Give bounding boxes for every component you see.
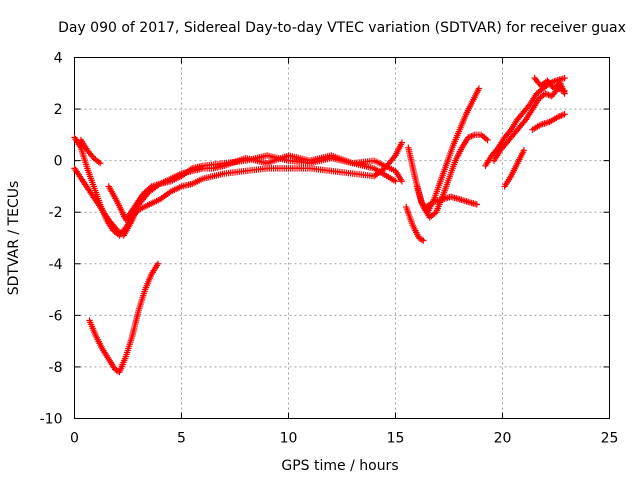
data-point (112, 225, 120, 232)
data-point (187, 166, 194, 173)
data-point (475, 85, 483, 92)
data-point (154, 260, 162, 267)
data-point (398, 178, 406, 185)
x-tick-label: 0 (70, 431, 79, 447)
y-tick-label: 0 (54, 154, 63, 170)
y-tick-label: -8 (49, 360, 63, 376)
data-point (484, 136, 491, 144)
y-tick-label: -6 (49, 308, 63, 324)
series-track-e (86, 260, 162, 376)
series-track-l (501, 147, 528, 190)
data-point (166, 189, 173, 196)
series-track-c (77, 136, 104, 167)
series-track-a (71, 134, 406, 239)
x-tick-label: 25 (601, 431, 619, 447)
y-tick-label: -4 (49, 257, 63, 273)
data-point (418, 236, 426, 243)
y-tick-label: -10 (40, 412, 63, 428)
axis-ticks: 0 5 10 15 20 25 -10 -8 -6 -4 -2 0 2 4 (40, 51, 619, 447)
x-tick-label: 10 (280, 431, 298, 447)
series-track-h (413, 131, 491, 221)
y-tick-label: 2 (54, 102, 63, 118)
data-point (398, 139, 406, 146)
x-axis-label: GPS time / hours (281, 458, 398, 474)
chart-title: Day 090 of 2017, Sidereal Day-to-day VTE… (58, 20, 626, 36)
x-tick-label: 15 (387, 431, 405, 447)
data-point (392, 178, 399, 185)
data-point (473, 201, 481, 208)
y-axis-label: SDTVAR / TECUs (6, 181, 22, 296)
data-points (71, 74, 568, 376)
y-tick-label: 4 (54, 51, 63, 67)
x-tick-label: 20 (494, 431, 512, 447)
series-track-n (531, 74, 568, 97)
data-point (561, 90, 568, 97)
series-track-m (529, 111, 568, 133)
series-track-i (422, 193, 481, 211)
y-tick-label: -2 (49, 205, 63, 221)
data-point (420, 237, 427, 244)
series-track-j (482, 74, 568, 169)
x-tick-label: 5 (177, 431, 186, 447)
data-point (96, 160, 104, 167)
plot-frame (74, 57, 610, 419)
data-point (520, 147, 528, 154)
data-point (468, 132, 475, 140)
data-point (561, 111, 568, 118)
series-track-f (403, 203, 427, 244)
series-track-d (105, 152, 399, 224)
data-point (561, 74, 568, 82)
series-track-k (490, 85, 568, 164)
